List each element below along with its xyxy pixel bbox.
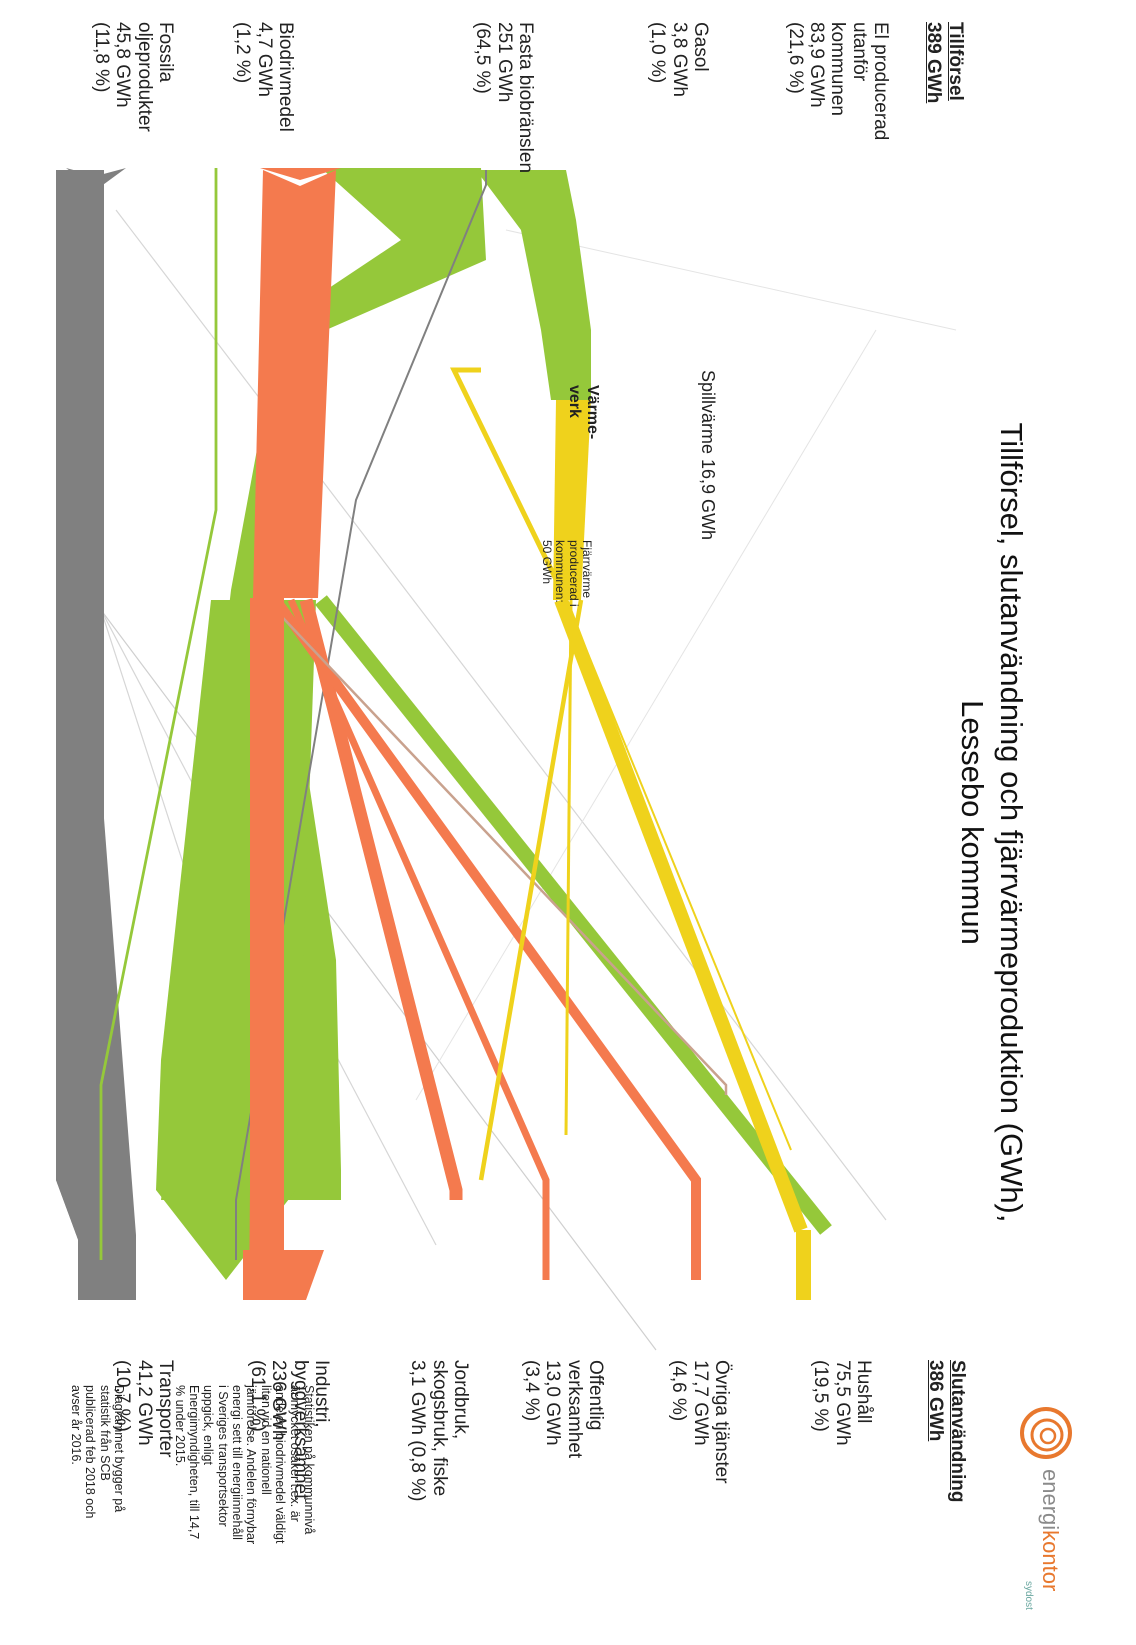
flow-electricity-source (260, 168, 341, 180)
end-use-label-public: Offentlig verksamhet 13,0 GWh (3,4 %) (521, 1360, 606, 1459)
end-use-label-households: Hushåll 75,5 GWh (19,5 %) (810, 1360, 874, 1446)
flow-fossil-faint-1 (115, 209, 887, 1221)
flow-heat-to-industry (478, 599, 584, 1181)
flow-fossil-faint-2 (100, 609, 657, 1351)
flow-heat-to-households (554, 597, 808, 1233)
logo-text: energikontor (1037, 1469, 1063, 1592)
end-use-label-agriculture: Jordbruk, skogsbruk, fiske 3,1 GWh (0,8 … (407, 1360, 471, 1502)
flow-spillvarme (450, 367, 569, 602)
flow-electricity-to-households (249, 598, 300, 1300)
end-use-label-other-services: Övriga tjänster 17,7 GWh (4,6 %) (668, 1360, 732, 1484)
supply-header: Tillförsel (945, 22, 966, 101)
flow-biomass-to-industry (156, 600, 316, 1280)
supply-label-biofuel: Biodrivmedel 4,7 GWh (1,2 %) (232, 22, 296, 132)
note-biofuel: Statistiken på kommunnivå är mycket osäk… (172, 1385, 316, 1545)
district-heat-trunk (553, 400, 591, 600)
flow-gasol (235, 170, 487, 1260)
supply-label-fossil-oil: Fossila oljeprodukter 45,8 GWh (11,8 %) (91, 22, 176, 132)
flow-heat-to-public (564, 599, 573, 1136)
flow-electricity-trunk (253, 170, 336, 598)
end-use-header: Slutanvändning (947, 1360, 968, 1503)
flow-electricity-to-industry (299, 598, 463, 1200)
logo-text-part2: kontor (1038, 1530, 1063, 1592)
households-heat-strip (796, 1230, 811, 1300)
flow-biomass-to-households (315, 595, 832, 1235)
logo-text-part1: energi (1038, 1469, 1063, 1531)
flow-fossil-faint-6 (415, 329, 877, 1101)
households-bar (243, 1250, 324, 1300)
spillvarme-label: Spillvärme 16,9 GWh (698, 370, 718, 541)
flow-electricity-to-public (287, 598, 550, 1280)
supply-total: 389 GWh (923, 22, 944, 104)
flow-biofuel (99, 168, 218, 1260)
note-source: Diagrammet bygger på statistik från SCB … (68, 1385, 126, 1519)
district-heat-label: Fjärrvärme producerad i kommunen: 50 GWh (539, 540, 594, 607)
supply-label-solid-biomass: Fasta biobränslen 251 GWh (64,5 %) (472, 22, 536, 174)
fossil-transport-main (56, 170, 104, 1245)
flow-heat-to-services (565, 599, 792, 1151)
biomass-to-heat-plant (476, 170, 591, 400)
supply-label-gasol: Gasol 3,8 GWh (1,0 %) (647, 22, 711, 97)
end-use-total: 386 GWh (925, 1360, 946, 1442)
heat-plant-label: Värme- verk (566, 385, 601, 440)
flow-fossil-faint-5 (505, 229, 957, 331)
supply-label-electricity: El producerad utanför kommunen 83,9 GWh … (784, 22, 891, 141)
chart-title-line1: Tillförsel, slutanvändning och fjärrvärm… (994, 422, 1029, 1223)
logo-subtext: sydost (1023, 1581, 1034, 1610)
flow-electricity-to-services (271, 597, 701, 1280)
logo: energikontor sydost (994, 1405, 1084, 1635)
fossil-transport-arrow-head (56, 1180, 104, 1245)
flow-electricity-to-agri (265, 599, 728, 1095)
logo-swirl-icon (1020, 1407, 1072, 1459)
